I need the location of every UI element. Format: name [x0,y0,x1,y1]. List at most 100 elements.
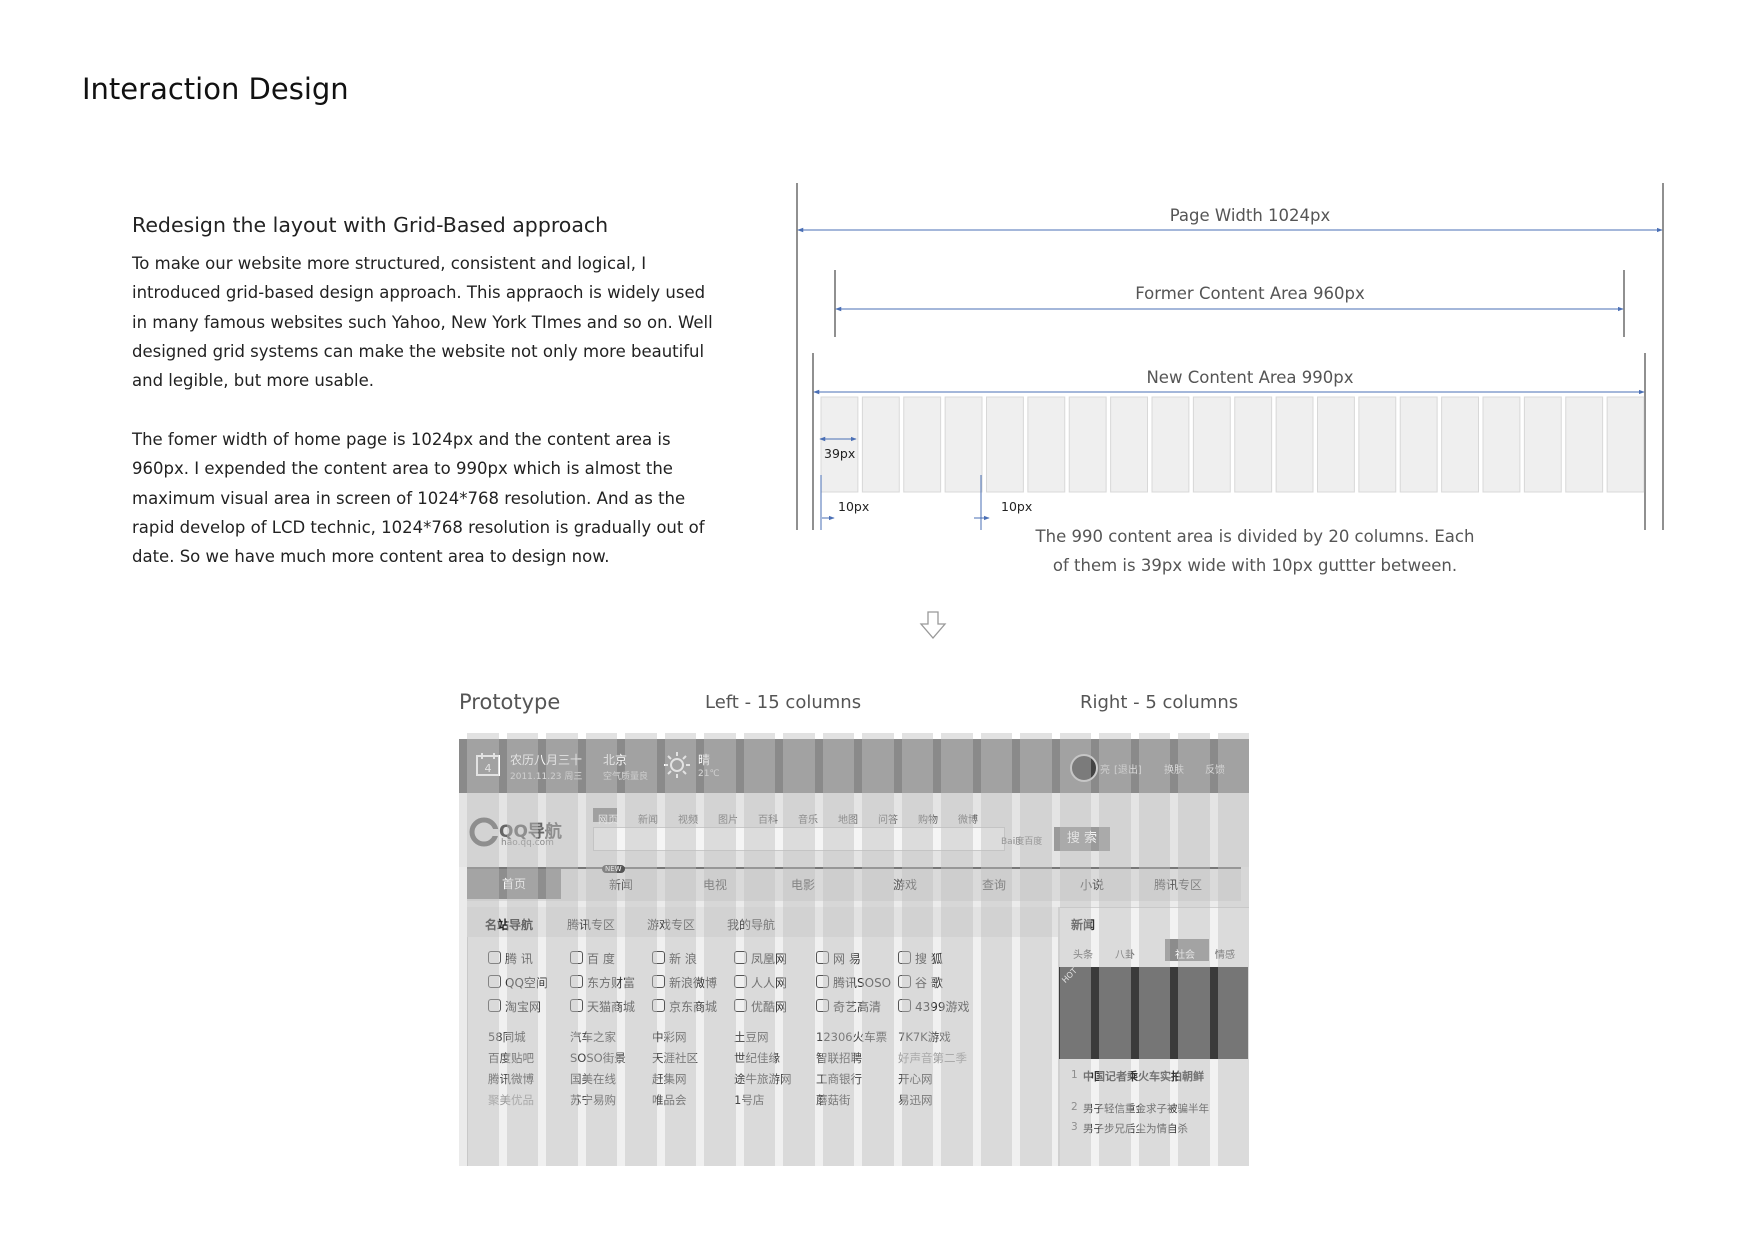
site-link[interactable]: 人人网 [751,976,788,990]
site-link[interactable]: 1号店 [734,1093,765,1107]
site-icon [734,999,747,1012]
site-link[interactable]: 赶集网 [652,1072,687,1086]
site-link[interactable]: 世纪佳缘 [734,1051,780,1065]
search-tab-music[interactable]: 音乐 [798,815,818,826]
search-tab-web[interactable]: 网页 [598,815,618,826]
site-link[interactable]: 天涯社区 [652,1051,698,1065]
nav-tv[interactable]: 电视 [703,878,728,892]
search-tab-images[interactable]: 图片 [718,815,738,826]
new-badge: NEW [602,865,625,873]
news-item-1[interactable]: 男子轻信重金求子被骗半年 [1083,1103,1209,1115]
site-link[interactable]: 易迅网 [898,1093,933,1107]
site-link[interactable]: 京东商城 [669,1000,718,1014]
sun-icon [664,752,690,778]
nav-home[interactable]: 首页 [467,869,561,899]
right-columns-label: Right - 5 columns [1080,692,1239,713]
site-link[interactable]: 12306火车票 [816,1030,888,1044]
site-link[interactable]: 百度贴吧 [488,1051,534,1065]
site-link[interactable]: 东方财富 [587,976,636,990]
site-link[interactable]: 腾讯SOSO [833,976,892,990]
site-link[interactable]: 途牛旅游网 [734,1072,792,1086]
logout-link[interactable]: [退出] [1114,765,1142,776]
site-link[interactable]: 谷 歌 [915,976,943,990]
news-item-2[interactable]: 男子步兄后尘为情自杀 [1083,1123,1188,1135]
left-content-panel [467,907,1059,1166]
site-icon [652,951,665,964]
search-tab-map[interactable]: 地图 [838,815,858,826]
subtab-famous-sites[interactable]: 名站导航 [485,918,534,932]
search-tab-baike[interactable]: 百科 [758,815,778,826]
site-link[interactable]: 奇艺高清 [833,1000,882,1014]
site-link[interactable]: 国美在线 [570,1072,616,1086]
site-link[interactable]: 智联招聘 [816,1051,862,1065]
search-button[interactable]: 搜 索 [1054,827,1110,851]
site-link[interactable]: 蘑菇街 [816,1093,851,1107]
grid-column [1441,396,1479,493]
site-link[interactable]: 新浪微博 [669,976,718,990]
site-link[interactable]: SOSO街景 [570,1051,626,1065]
prototype-grid-column [743,733,775,1166]
news-tab-emotion[interactable]: 情感 [1215,950,1235,961]
grid-column [1606,396,1645,493]
search-tab-active[interactable] [593,808,617,822]
news-tab-society[interactable]: 社会 [1175,950,1195,961]
site-link[interactable]: 苏宁易购 [570,1093,616,1107]
grid-column [1523,396,1562,493]
site-link[interactable]: 天猫商城 [587,1000,636,1014]
search-tab-shopping[interactable]: 购物 [918,815,938,826]
subtab-games[interactable]: 游戏专区 [647,918,696,932]
site-logo[interactable]: QQ导航 [499,822,562,842]
search-input[interactable] [593,827,1005,851]
news-tab-headlines[interactable]: 头条 [1073,950,1093,961]
site-link[interactable]: 凤凰网 [751,952,788,966]
search-tab-qa[interactable]: 问答 [878,815,898,826]
site-link[interactable]: 百 度 [587,952,615,966]
nav-lookup[interactable]: 查询 [982,878,1007,892]
site-link[interactable]: 汽车之家 [570,1030,616,1044]
page-title: Interaction Design [82,72,349,106]
nav-tencent-zone[interactable]: 腾讯专区 [1154,878,1203,892]
site-link[interactable]: 淘宝网 [505,1000,542,1014]
news-photo[interactable] [1059,967,1248,1059]
skin-link[interactable]: 换肤 [1164,765,1184,776]
site-link[interactable]: 中彩网 [652,1030,687,1044]
site-link[interactable]: 搜 狐 [915,952,943,966]
site-link[interactable]: 优酷网 [751,1000,788,1014]
site-link[interactable]: 好声音第二季 [898,1051,967,1065]
news-headline[interactable]: 中国记者乘火车实拍朝鲜 [1083,1070,1204,1083]
feedback-link[interactable]: 反馈 [1205,765,1225,776]
site-link[interactable]: 新 浪 [669,952,697,966]
nav-games[interactable]: 游戏 [893,878,918,892]
site-link[interactable]: 58同城 [488,1030,526,1044]
site-link[interactable]: 7K7K游戏 [898,1030,951,1044]
site-link[interactable]: 网 易 [833,952,861,966]
site-link[interactable]: 土豆网 [734,1030,769,1044]
subtab-my-nav[interactable]: 我的导航 [727,918,776,932]
site-link[interactable]: 工商银行 [816,1072,862,1086]
section-heading: Redesign the layout with Grid-Based appr… [132,213,609,237]
news-tab-gossip[interactable]: 八卦 [1115,950,1135,961]
search-tab-weibo[interactable]: 微博 [958,815,978,826]
search-tab-news[interactable]: 新闻 [638,815,658,826]
avatar[interactable] [1070,754,1098,782]
subtab-tencent[interactable]: 腾讯专区 [567,918,616,932]
site-icon [488,975,501,988]
site-link[interactable]: QQ空间 [505,976,548,990]
nav-movie[interactable]: 电影 [791,878,816,892]
prototype-grid-column [704,733,736,1166]
site-link[interactable]: 腾讯微博 [488,1072,534,1086]
site-link[interactable]: 腾 讯 [505,952,533,966]
search-tab-video[interactable]: 视频 [678,815,698,826]
search-engine-selector[interactable]: Bai度百度 [1001,837,1043,847]
nav-novels[interactable]: 小说 [1080,878,1105,892]
site-link[interactable]: 开心网 [898,1072,933,1086]
site-link[interactable]: 唯品会 [652,1093,687,1107]
city[interactable]: 北京 [603,753,628,767]
prototype-grid-column [783,733,815,1166]
site-link[interactable]: 4399游戏 [915,1000,970,1014]
site-link[interactable]: 聚美优品 [488,1093,534,1107]
site-icon [488,999,501,1012]
nav-news[interactable]: 新闻 [609,878,634,892]
prototype-grid-column [546,733,578,1166]
grid-column [1275,396,1314,493]
